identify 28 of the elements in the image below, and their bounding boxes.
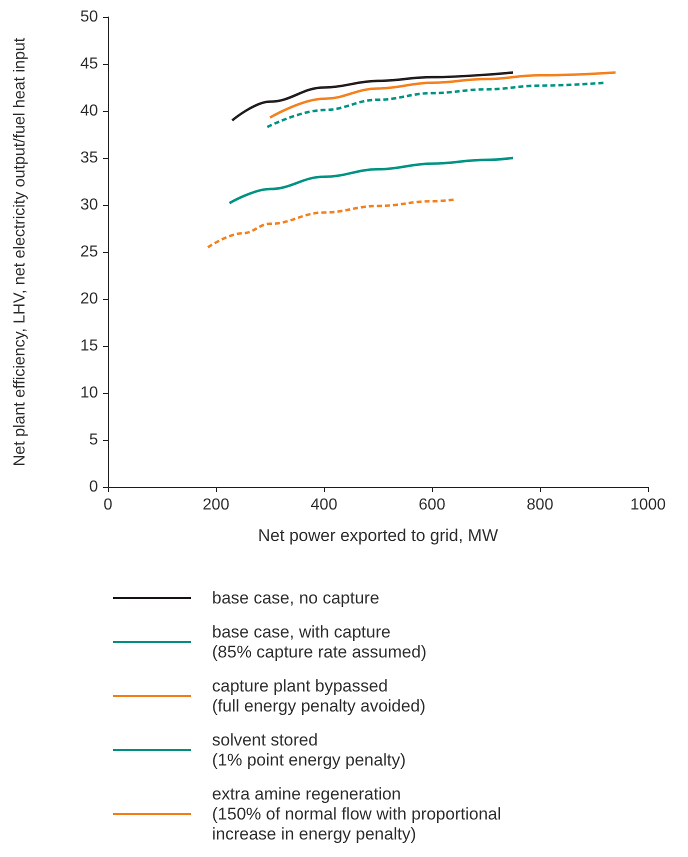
y-tick-label: 0 <box>89 478 98 496</box>
line-series <box>266 82 606 128</box>
line-series <box>268 71 617 119</box>
line-series <box>228 156 514 204</box>
legend-label: capture plant bypassed (full energy penalty avoided) <box>212 676 426 716</box>
y-tick-label: 45 <box>80 56 98 72</box>
x-axis-title: Net power exported to grid, MW <box>258 526 498 545</box>
y-tick-label: 10 <box>80 384 98 402</box>
x-tick-label: 400 <box>310 496 338 514</box>
y-tick-label: 20 <box>80 290 98 308</box>
y-axis-title: Net plant efficiency, LHV, net electricity output/fuel heat input <box>12 37 28 466</box>
legend-label: base case, no capture <box>212 588 380 608</box>
x-tick-label: 600 <box>418 496 446 514</box>
x-tick-label: 0 <box>104 496 113 514</box>
y-tick-label: 5 <box>89 432 98 448</box>
y-tick-label: 40 <box>80 102 98 120</box>
legend-label: base case, with capture (85% capture rate assumed) <box>212 622 426 662</box>
line-series <box>230 71 514 122</box>
y-tick-label: 35 <box>80 150 98 166</box>
y-tick-label: 50 <box>80 8 98 26</box>
y-tick-label: 30 <box>80 196 98 214</box>
y-tick-label: 15 <box>80 338 98 354</box>
y-tick-label: 25 <box>80 244 98 260</box>
x-tick-label: 800 <box>526 496 554 514</box>
legend-label: solvent stored (1% point energy penalty) <box>212 730 406 770</box>
legend-label: extra amine regeneration (150% of normal flow with proportional increase in energy penalty) <box>212 784 502 844</box>
x-tick-label: 200 <box>202 496 230 514</box>
x-tick-label: 1000 <box>630 496 666 514</box>
